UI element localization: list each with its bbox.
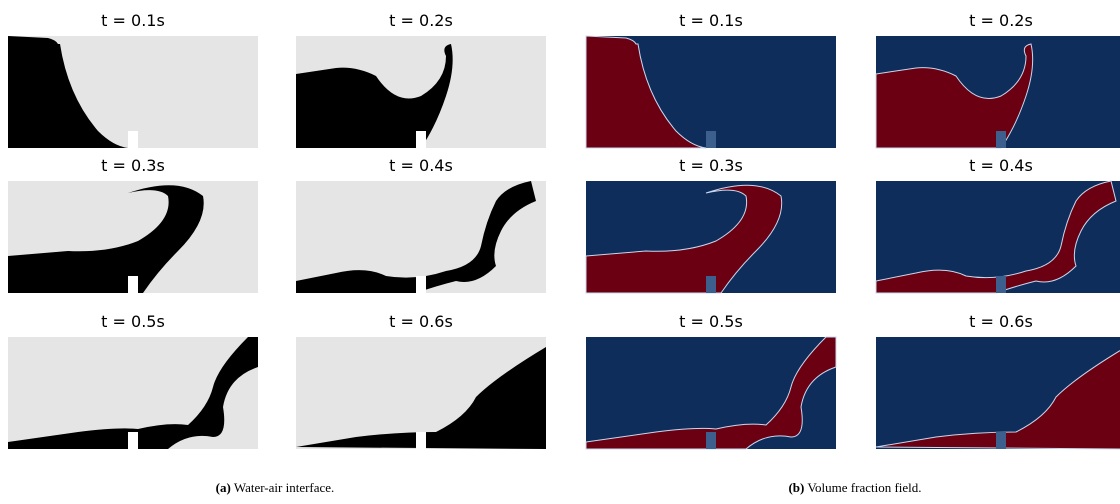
frame-title: t = 0.6s — [389, 312, 453, 331]
frame-title: t = 0.1s — [101, 11, 165, 30]
frame — [8, 181, 258, 293]
caption-text: Volume fraction field. — [807, 480, 921, 495]
obstacle — [416, 276, 426, 293]
frame — [296, 36, 546, 148]
obstacle — [416, 131, 426, 148]
frame — [296, 181, 546, 293]
caption-text: Water-air interface. — [234, 480, 334, 495]
caption-b: (b) Volume fraction field. — [705, 480, 1005, 496]
obstacle — [706, 432, 716, 449]
obstacle — [706, 131, 716, 148]
frame — [876, 36, 1120, 148]
caption-label: (b) — [788, 480, 804, 495]
obstacle — [128, 276, 138, 293]
caption-a: (a) Water-air interface. — [125, 480, 425, 496]
obstacle — [416, 432, 426, 449]
obstacle — [996, 131, 1006, 148]
frame — [586, 181, 836, 293]
frame-title: t = 0.4s — [969, 156, 1033, 175]
frame — [876, 337, 1120, 449]
obstacle — [996, 276, 1006, 293]
frame — [586, 36, 836, 148]
obstacle — [996, 432, 1006, 449]
obstacle — [128, 432, 138, 449]
figure: t = 0.1s t = 0.2s t = 0.3s t = 0.4s t = 0.5s… — [0, 0, 1120, 504]
frame-title: t = 0.4s — [389, 156, 453, 175]
obstacle — [128, 131, 138, 148]
figure-grid: t = 0.1s t = 0.2s t = 0.3s t = 0.4s t = 0.5s… — [0, 0, 1120, 470]
caption-label: (a) — [216, 480, 231, 495]
obstacle — [706, 276, 716, 293]
frame-title: t = 0.5s — [101, 312, 165, 331]
frame — [586, 337, 836, 449]
frame — [296, 337, 546, 449]
frame-title: t = 0.2s — [389, 11, 453, 30]
frame — [8, 337, 258, 449]
frame-title: t = 0.1s — [679, 11, 743, 30]
frame — [876, 181, 1120, 293]
frame-title: t = 0.5s — [679, 312, 743, 331]
frame-title: t = 0.6s — [969, 312, 1033, 331]
frame-title: t = 0.2s — [969, 11, 1033, 30]
frame-title: t = 0.3s — [679, 156, 743, 175]
frame — [8, 36, 258, 148]
frame-title: t = 0.3s — [101, 156, 165, 175]
